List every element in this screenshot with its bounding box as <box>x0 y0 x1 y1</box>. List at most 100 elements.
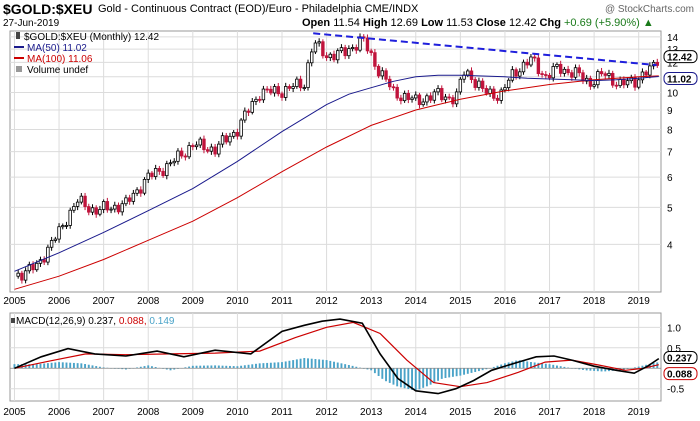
candle-up <box>46 246 50 263</box>
candle-down <box>276 86 280 95</box>
candle-down <box>224 135 228 143</box>
candle-down <box>116 204 121 213</box>
macd-histogram-bar <box>563 366 566 369</box>
candle-up <box>596 71 600 86</box>
candle-down <box>265 88 269 91</box>
ma50-value-label: 11.02 <box>667 74 692 85</box>
candle-up <box>640 71 645 81</box>
price-x-tick-label: 2006 <box>48 296 71 307</box>
macd-histogram-bar <box>139 366 142 369</box>
macd-histogram-bar <box>440 368 443 379</box>
macd-histogram-bar <box>552 364 555 369</box>
macd-histogram-bar <box>340 363 343 369</box>
low-value: 11.53 <box>446 17 473 29</box>
candle-up <box>306 62 310 88</box>
last-price-label: 12.42 <box>667 53 692 64</box>
macd-histogram-bar <box>444 368 447 379</box>
open-value: 11.54 <box>333 17 360 29</box>
candle-up <box>291 86 295 89</box>
candle-down <box>558 63 563 74</box>
macd-histogram-bar <box>600 368 603 372</box>
macd-histogram-bar <box>533 362 536 369</box>
candle-up <box>358 36 362 51</box>
candle-up <box>239 119 243 137</box>
macd-histogram-bar <box>225 365 228 369</box>
macd-histogram-bar <box>470 368 473 373</box>
candle-down <box>525 61 529 66</box>
macd-histogram-bar <box>121 368 124 370</box>
volume-legend-swatch <box>16 66 22 72</box>
candle-down <box>391 86 396 89</box>
macd-histogram-bar <box>529 362 532 369</box>
macd-histogram-bar <box>199 365 202 369</box>
macd-histogram-bar <box>329 360 332 369</box>
macd-histogram-bar <box>325 360 328 369</box>
candle-down <box>87 206 91 213</box>
macd-histogram-bar <box>385 368 387 382</box>
candle-down <box>633 77 637 88</box>
macd-histogram-bar <box>370 368 373 371</box>
candle-up <box>142 178 147 194</box>
candle-down <box>280 93 284 98</box>
candle-up <box>90 207 95 213</box>
macd-x-tick-label: 2007 <box>93 407 116 418</box>
macd-histogram-bar <box>366 368 369 370</box>
macd-histogram-bar <box>585 368 588 371</box>
candle-down <box>428 95 433 101</box>
macd-histogram-bar <box>80 363 83 369</box>
candle-up <box>131 192 136 202</box>
macd-histogram-bar <box>418 368 421 390</box>
high-label: High <box>362 17 388 29</box>
candle-up <box>64 225 69 227</box>
candle-up <box>499 89 503 101</box>
macd-histogram-bar <box>247 364 250 369</box>
candle-up <box>35 262 39 271</box>
candle-up <box>284 86 288 98</box>
candle-down <box>83 195 87 207</box>
candle-up <box>555 63 559 67</box>
candle-up <box>637 79 641 88</box>
candle-up <box>27 264 32 272</box>
price-legend-label: $GOLD:$XEU (Monthly) 12.42 <box>24 32 159 43</box>
price-y-tick-label: 14 <box>667 33 679 44</box>
candle-up <box>443 96 448 101</box>
candle-up <box>261 88 266 101</box>
macd-y-tick-label: 1.0 <box>667 323 681 334</box>
macd-x-tick-label: 2010 <box>226 407 249 418</box>
candle-down <box>495 97 500 101</box>
candle-down <box>235 131 240 137</box>
macd-histogram-bar <box>377 368 380 376</box>
macd-histogram-bar <box>634 367 636 369</box>
macd-histogram-bar <box>515 360 518 369</box>
macd-x-tick-label: 2008 <box>137 407 160 418</box>
price-y-tick-label: 5 <box>667 203 673 214</box>
price-y-tick-label: 10 <box>667 89 679 100</box>
macd-histogram-bar <box>32 364 34 369</box>
candle-up <box>176 150 180 162</box>
macd-histogram-bar <box>273 362 276 369</box>
candle-down <box>644 71 648 76</box>
macd-histogram-bar <box>147 365 150 369</box>
macd-histogram-bar <box>210 365 213 369</box>
candle-up <box>592 84 596 87</box>
candle-up <box>488 88 492 94</box>
candle-down <box>492 88 496 99</box>
price-x-tick-label: 2009 <box>182 296 205 307</box>
candle-down <box>547 74 552 79</box>
macd-histogram-bar <box>596 368 599 372</box>
macd-histogram-bar <box>455 368 458 377</box>
macd-histogram-bar <box>500 364 503 369</box>
macd-histogram-bar <box>477 368 480 372</box>
macd-x-tick-label: 2013 <box>360 407 383 418</box>
macd-histogram-bar <box>217 365 220 369</box>
candle-up <box>584 77 589 82</box>
ma100-legend-label: MA(100) 11.06 <box>27 54 93 65</box>
price-x-tick-label: 2011 <box>271 296 293 307</box>
candle-down <box>157 168 162 172</box>
macd-histogram-bar <box>459 368 462 376</box>
macd-histogram-bar <box>76 363 79 369</box>
candle-down <box>94 207 98 215</box>
candle-down <box>213 146 217 155</box>
macd-histogram-bar <box>240 365 243 369</box>
